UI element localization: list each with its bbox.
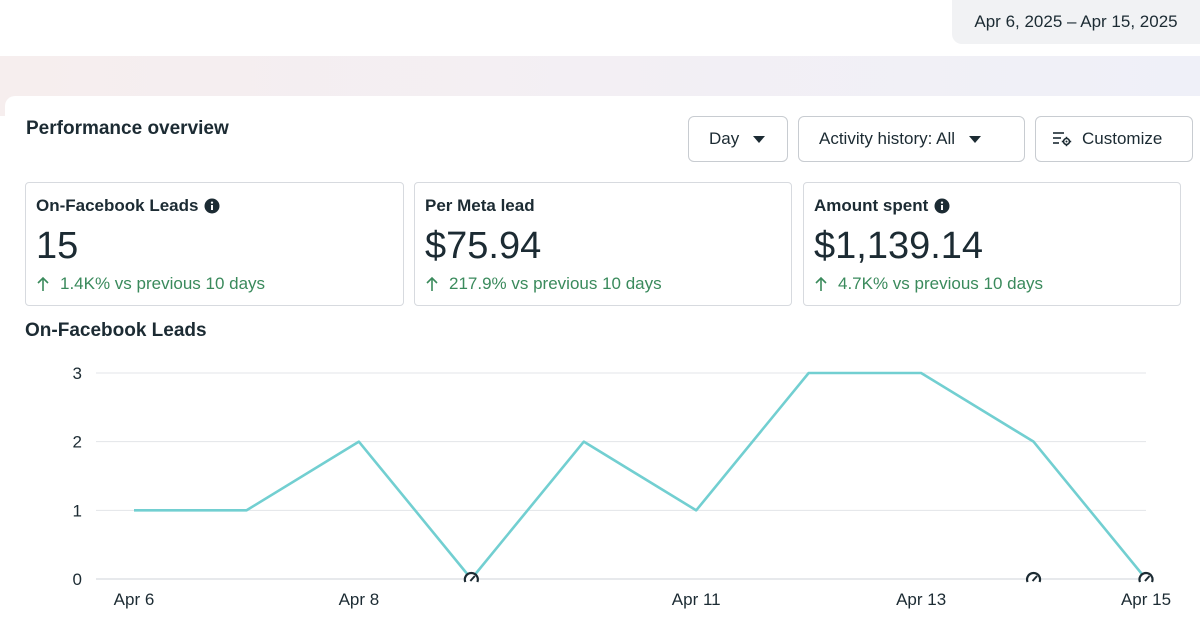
card-delta-text: 1.4K% vs previous 10 days xyxy=(60,274,266,293)
date-range-label: Apr 6, 2025 – Apr 15, 2025 xyxy=(974,12,1178,31)
card-delta-text: 4.7K% vs previous 10 days xyxy=(838,274,1044,293)
performance-panel: Performance overview Day Activity histor… xyxy=(5,96,1200,627)
customize-settings-icon xyxy=(1053,132,1072,147)
metric-card-amount-spent[interactable]: Amount spent $1,139.14 4.7K% vs previous… xyxy=(803,182,1181,306)
card-value: $75.94 xyxy=(425,225,542,267)
metric-card-leads[interactable]: On-Facebook Leads 15 1.4K% vs previous 1… xyxy=(25,182,404,306)
activity-history-dropdown[interactable]: Activity history: All xyxy=(798,116,1025,162)
caret-down-icon xyxy=(753,135,766,143)
arrow-up-icon xyxy=(37,276,49,291)
card-label: On-Facebook Leads xyxy=(36,196,220,216)
card-value: $1,139.14 xyxy=(814,225,984,267)
card-label-text: On-Facebook Leads xyxy=(36,196,199,215)
card-delta: 1.4K% vs previous 10 days xyxy=(36,274,265,294)
arrow-up-icon xyxy=(815,276,827,291)
card-delta: 217.9% vs previous 10 days xyxy=(425,274,662,294)
customize-label: Customize xyxy=(1082,129,1163,148)
activity-history-label: Activity history: All xyxy=(819,129,956,148)
arrow-up-icon xyxy=(426,276,438,291)
date-range-picker[interactable]: Apr 6, 2025 – Apr 15, 2025 xyxy=(952,0,1200,44)
card-value: 15 xyxy=(36,225,79,267)
card-label-text: Per Meta lead xyxy=(425,196,535,215)
customize-button[interactable]: Customize xyxy=(1035,116,1193,162)
metric-card-per-lead[interactable]: Per Meta lead $75.94 217.9% vs previous … xyxy=(414,182,792,306)
card-label: Amount spent xyxy=(814,196,950,216)
panel-title: Performance overview xyxy=(26,118,229,139)
day-dropdown[interactable]: Day xyxy=(688,116,788,162)
info-icon[interactable] xyxy=(934,198,950,214)
chart-title: On-Facebook Leads xyxy=(25,320,207,341)
caret-down-icon xyxy=(969,135,982,143)
card-label-text: Amount spent xyxy=(814,196,929,215)
info-icon[interactable] xyxy=(204,198,220,214)
card-label: Per Meta lead xyxy=(425,196,535,216)
card-delta-text: 217.9% vs previous 10 days xyxy=(449,274,662,293)
card-delta: 4.7K% vs previous 10 days xyxy=(814,274,1043,294)
day-dropdown-label: Day xyxy=(709,129,740,148)
